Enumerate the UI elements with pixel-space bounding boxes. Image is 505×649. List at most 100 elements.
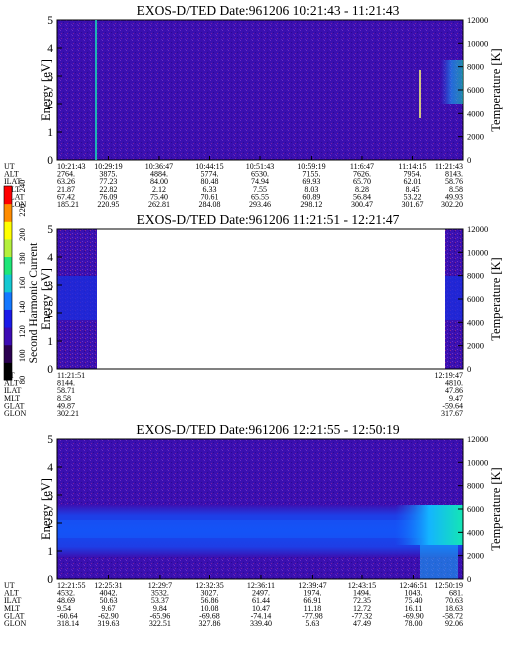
- y2-tick-label: 2000: [467, 132, 484, 142]
- colorbar-tick-label: 180: [17, 252, 27, 265]
- orbit-row-label: GLON: [4, 409, 26, 418]
- orbit-cell: 47.49: [353, 619, 371, 628]
- colorbar: 80 100 120 140 160 180 200 220 240 Second Harmon…: [3, 180, 40, 384]
- orbit-cell: 72.35: [353, 596, 371, 605]
- orbit-cell: 76.09: [99, 192, 117, 201]
- orbit-cell: 58.76: [445, 177, 463, 186]
- orbit-row-label: GLAT: [4, 192, 25, 201]
- orbit-cell: 75.40: [404, 596, 422, 605]
- panel-3-cyan-lower: [420, 545, 458, 579]
- orbit-cell: 5774.: [200, 170, 218, 179]
- orbit-cell: -62.90: [98, 611, 119, 620]
- orbit-cell: 12:50:19: [435, 581, 463, 590]
- panel-2-title: EXOS-D/TED Date:961206 11:21:51 - 12:21:…: [137, 212, 400, 227]
- orbit-cell: 8.28: [355, 185, 369, 194]
- orbit-cell: 5.63: [305, 619, 319, 628]
- orbit-cell: 12:43:15: [348, 581, 376, 590]
- y2-tick-label: 8000: [467, 481, 484, 491]
- y-tick-label: 3: [47, 280, 53, 292]
- orbit-cell: 327.86: [198, 619, 220, 628]
- y-tick-label: 3: [47, 490, 53, 502]
- y-tick-label: 1: [47, 336, 53, 348]
- y2-tick-label: 0: [467, 155, 471, 165]
- orbit-cell: 11:21:43: [435, 162, 463, 171]
- orbit-cell: 9.54: [57, 604, 71, 613]
- panel-1-plot-area: [57, 20, 463, 160]
- panel-1-y-ticks: 0 1 2 3 4 5: [47, 15, 62, 167]
- orbit-cell: 70.61: [200, 192, 218, 201]
- orbit-cell: 298.12: [300, 200, 322, 209]
- orbit-cell: 60.89: [302, 192, 320, 201]
- panel-3-ylabel: Energy [eV]: [39, 478, 53, 540]
- orbit-cell: 1494.: [353, 589, 371, 598]
- y-tick-label: 4: [47, 43, 53, 55]
- orbit-cell: 10:36:47: [145, 162, 173, 171]
- panel-2-plot-area: [57, 229, 463, 369]
- orbit-cell: 12:29:7: [148, 581, 172, 590]
- y2-tick-label: 12000: [467, 434, 488, 444]
- orbit-cell: 4884.: [150, 170, 168, 179]
- orbit-cell: 318.14: [57, 619, 79, 628]
- panel-2-band-start: [57, 276, 97, 320]
- orbit-cell: 2497.: [252, 589, 270, 598]
- orbit-cell: 65.55: [251, 192, 269, 201]
- orbit-row-label: GLON: [4, 619, 26, 628]
- panel-2-y2label: Temperature [K]: [489, 257, 503, 340]
- orbit-cell: 9.47: [449, 394, 463, 403]
- panel-2-ylabel: Energy [eV]: [39, 268, 53, 330]
- orbit-cell: 49.93: [445, 192, 463, 201]
- orbit-row-label: ILAT: [4, 596, 21, 605]
- colorbar-swatch: [4, 327, 12, 346]
- panel-2-band-end: [445, 276, 463, 320]
- orbit-cell: 10:29:19: [94, 162, 122, 171]
- y2-tick-label: 12000: [467, 224, 488, 234]
- orbit-row-label: ILAT: [4, 177, 21, 186]
- orbit-row-label: GLAT: [4, 401, 25, 410]
- orbit-cell: -65.96: [150, 611, 171, 620]
- panel-1-edge-blob: [440, 60, 463, 104]
- colorbar-swatch: [4, 203, 12, 222]
- orbit-cell: 11:14:15: [398, 162, 426, 171]
- orbit-cell: 8143.: [445, 170, 463, 179]
- orbit-cell: 16.11: [405, 604, 423, 613]
- panel-3-band-core: [57, 520, 463, 538]
- colorbar-swatch: [4, 344, 12, 363]
- panel-1: EXOS-D/TED Date:961206 10:21:43 - 11:21:…: [4, 3, 503, 209]
- orbit-row-label: ILAT: [4, 386, 21, 395]
- orbit-cell: 48.69: [57, 596, 75, 605]
- orbit-cell: 12:36:11: [247, 581, 275, 590]
- orbit-cell: 3875.: [99, 170, 117, 179]
- orbit-cell: 10.08: [200, 604, 218, 613]
- colorbar-swatch: [4, 221, 12, 240]
- panel-3: EXOS-D/TED Date:961206 12:21:55 - 12:50:…: [4, 422, 503, 628]
- panel-1-y2label: Temperature [K]: [489, 48, 503, 131]
- y-tick-label: 2: [47, 99, 53, 111]
- panel-3-y-ticks: 0 1 2 3 4 5: [47, 434, 62, 586]
- orbit-cell: 7954.: [403, 170, 421, 179]
- orbit-cell: -59.64: [442, 401, 463, 410]
- orbit-cell: 11.18: [304, 604, 322, 613]
- orbit-cell: 3027.: [200, 589, 218, 598]
- colorbar-swatch: [4, 186, 12, 205]
- colorbar-swatch: [4, 274, 12, 293]
- orbit-cell: 53.22: [403, 192, 421, 201]
- y-tick-label: 2: [47, 308, 53, 320]
- orbit-cell: 317.67: [441, 409, 463, 418]
- y-tick-label: 5: [47, 15, 53, 27]
- y-tick-label: 3: [47, 71, 53, 83]
- panel-1-title: EXOS-D/TED Date:961206 10:21:43 - 11:21:…: [137, 3, 400, 18]
- orbit-cell: 220.95: [97, 200, 119, 209]
- orbit-cell: 62.01: [403, 177, 421, 186]
- orbit-cell: 92.06: [445, 619, 463, 628]
- y2-tick-label: 8000: [467, 62, 484, 72]
- y-tick-label: 0: [47, 364, 53, 376]
- orbit-cell: 7155.: [302, 170, 320, 179]
- y2-tick-label: 6000: [467, 85, 484, 95]
- orbit-cell: 4042.: [99, 589, 117, 598]
- y2-tick-label: 4000: [467, 527, 484, 537]
- y-tick-label: 5: [47, 224, 53, 236]
- orbit-row-label: GLON: [4, 200, 26, 209]
- orbit-cell: 18.63: [445, 604, 463, 613]
- panel-1-orbit-table: UTALTILATMLTGLATGLON10:21:432764.63.2621…: [4, 156, 464, 209]
